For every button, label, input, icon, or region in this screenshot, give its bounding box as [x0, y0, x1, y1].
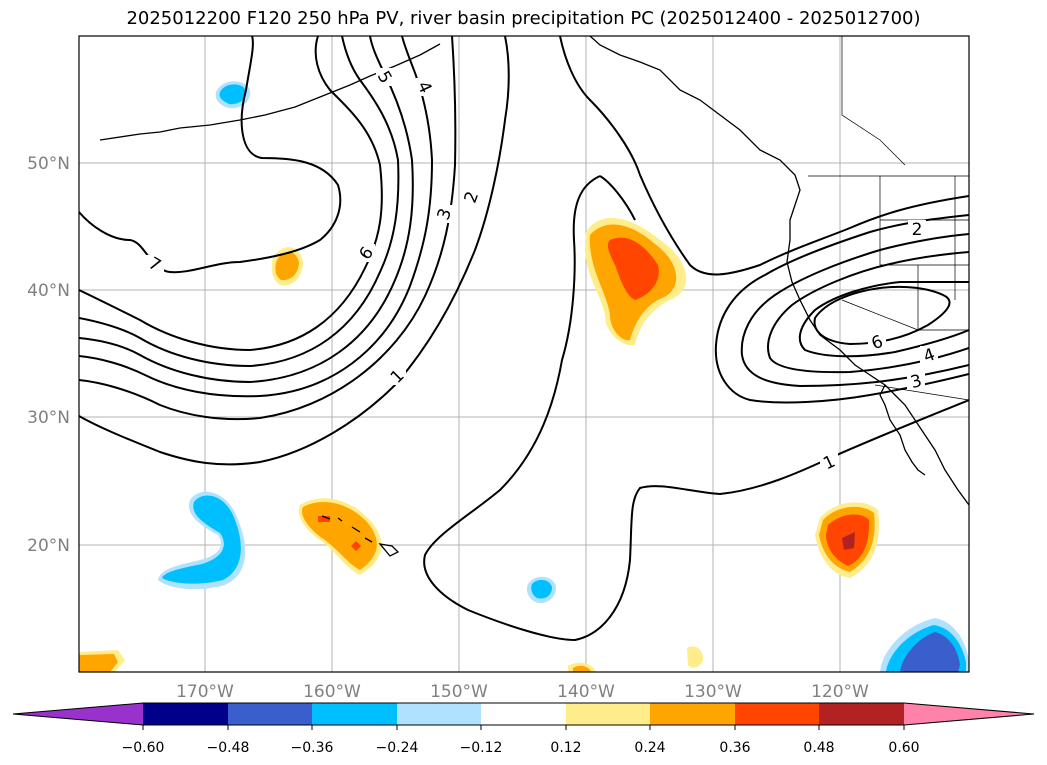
pv-contour-labels: 7 6 5 4 3 2 1 2 6 4 3 1	[145, 68, 938, 474]
contour-label: 3	[908, 371, 924, 393]
precip-anomaly-negative	[900, 632, 960, 672]
precip-anomaly-positive	[573, 665, 591, 672]
colorbar-segment	[650, 703, 735, 725]
colorbar-tick-label: 0.12	[550, 740, 581, 756]
baja-peninsula	[879, 384, 926, 476]
mexico-border	[874, 384, 969, 401]
lon-axis: 170°W 160°W 150°W 140°W 130°W 120°W	[176, 682, 869, 702]
precip-anomaly-negative	[162, 495, 241, 584]
lat-tick-label: 20°N	[27, 536, 70, 556]
colorbar-segment	[228, 703, 312, 725]
colorbar-tick-label: 0.24	[634, 740, 665, 756]
map-title: 2025012200 F120 250 hPa PV, river basin …	[126, 8, 921, 29]
colorbar-tick-label: −0.12	[460, 740, 503, 756]
colorbar-tick-label: −0.48	[207, 740, 250, 756]
precip-anomaly-negative	[531, 579, 552, 599]
contour-label: 2	[912, 220, 923, 240]
colorbar-extend-low	[13, 703, 143, 725]
precip-shading	[79, 81, 969, 672]
aleutian-chain	[99, 43, 441, 141]
precip-anomaly-positive	[275, 252, 299, 281]
pv-contour-4-east	[767, 251, 969, 374]
colorbar-tick-label: 0.60	[888, 740, 919, 756]
plot-frame	[78, 35, 970, 673]
pv-contour-5-east	[798, 280, 969, 358]
colorbar-segment	[481, 703, 566, 725]
precip-anomaly-positive	[687, 646, 704, 668]
pv-contour-2	[79, 36, 457, 421]
coastlines	[99, 36, 969, 557]
colorbar-segment	[566, 703, 650, 725]
plot-area: 7 6 5 4 3 2 1 2 6 4 3 1	[79, 36, 969, 672]
alaska-coast	[589, 36, 969, 506]
lat-tick-label: 50°N	[27, 154, 70, 174]
pv-contour-1-central	[559, 36, 969, 276]
pv-contour-6-east	[813, 285, 951, 346]
pv-contour-2-east	[714, 214, 969, 404]
colorbar-segment	[312, 703, 397, 725]
colorbar-segment	[397, 703, 481, 725]
pv-contour-4	[79, 36, 414, 384]
lon-tick-label: 150°W	[430, 682, 488, 702]
precip-anomaly-positive	[842, 532, 855, 550]
precip-anomaly-positive	[351, 541, 361, 551]
lat-tick-label: 30°N	[27, 408, 70, 428]
colorbar-segment	[819, 703, 904, 725]
colorbar: −0.60 −0.48 −0.36 −0.24 −0.12 0.12 0.24 …	[12, 702, 1035, 756]
colorbar-extend-high	[904, 703, 1034, 725]
precip-anomaly-positive	[607, 237, 659, 300]
pv-contour-3	[79, 36, 434, 398]
colorbar-segment	[143, 703, 228, 725]
lon-tick-label: 130°W	[684, 682, 742, 702]
pv-contour-5	[79, 36, 400, 368]
precip-anomaly-positive	[79, 654, 118, 672]
precip-anomaly-negative	[219, 84, 247, 105]
colorbar-tick-label: −0.36	[291, 740, 334, 756]
precip-anomaly-positive	[302, 502, 377, 570]
alaska-canada-border	[841, 36, 906, 166]
pv-contour-3-east	[740, 233, 969, 388]
pv-contour-6	[79, 36, 383, 352]
hawaii-islands	[321, 515, 400, 557]
colorbar-tick-label: 0.36	[719, 740, 750, 756]
colorbar-tick-label: −0.24	[376, 740, 419, 756]
lat-tick-label: 40°N	[27, 281, 70, 301]
pv-contour-7	[79, 36, 342, 274]
lat-axis: 20°N 30°N 40°N 50°N	[27, 154, 70, 556]
lon-tick-label: 170°W	[176, 682, 234, 702]
colorbar-ticks	[142, 725, 905, 730]
pv-contour-1-inner-west	[599, 175, 636, 221]
lon-tick-label: 140°W	[557, 682, 615, 702]
lon-tick-label: 160°W	[303, 682, 361, 702]
colorbar-tick-label: −0.60	[122, 740, 165, 756]
pv-contour-1-loop	[423, 175, 969, 642]
lon-tick-label: 120°W	[811, 682, 869, 702]
colorbar-tick-label: 0.48	[803, 740, 834, 756]
colorbar-segment	[735, 703, 819, 725]
